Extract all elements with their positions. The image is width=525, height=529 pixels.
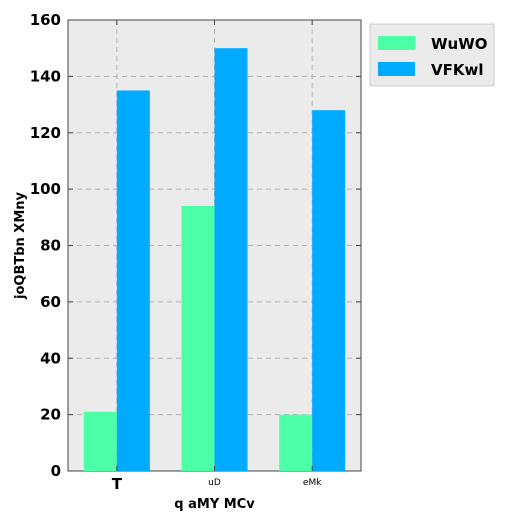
y-axis-ticks: 0 20 40 60 80 100 120 140 160	[30, 11, 361, 480]
bar-series-2	[214, 48, 248, 471]
bar-series-1	[83, 411, 117, 471]
bars	[83, 48, 346, 471]
legend-swatch-series-1	[378, 36, 415, 50]
y-tick-label: 40	[40, 349, 61, 367]
y-tick-label: 60	[40, 293, 61, 311]
x-tick-label: T	[112, 475, 123, 493]
y-tick-label: 140	[30, 67, 61, 85]
y-tick-label: 0	[51, 462, 61, 480]
x-tick-label: uD	[208, 478, 221, 488]
y-tick-label: 20	[40, 406, 61, 424]
y-tick-label: 80	[40, 237, 61, 255]
bar-series-1	[181, 206, 215, 471]
legend-label-series-2: VFKwl	[431, 61, 483, 79]
y-tick-label: 120	[30, 124, 61, 142]
bar-series-2	[312, 110, 346, 471]
legend-swatch-series-2	[378, 62, 415, 76]
legend: WuWO VFKwl	[369, 23, 495, 87]
y-axis-label: joQBTbn XMny	[13, 191, 28, 300]
x-axis-label: q aMY MCv	[174, 497, 255, 512]
bar-series-2	[116, 90, 150, 471]
y-tick-label: 160	[30, 11, 61, 29]
bar-series-1	[279, 414, 313, 471]
y-tick-label: 100	[30, 180, 61, 198]
legend-label-series-1: WuWO	[431, 35, 488, 53]
x-tick-label: eMk	[303, 478, 322, 488]
